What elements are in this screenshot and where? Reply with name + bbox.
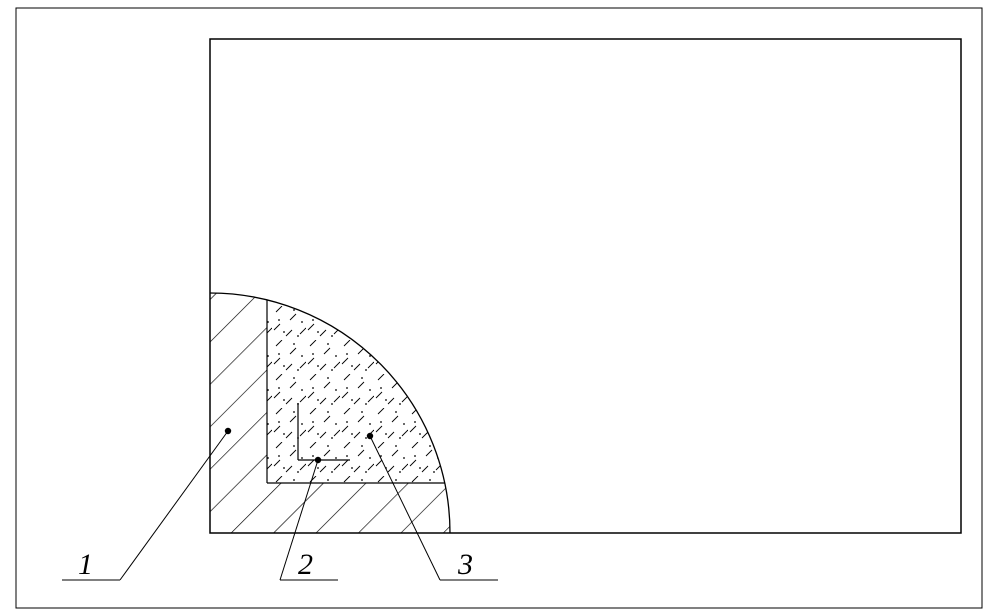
outer-frame <box>16 8 982 608</box>
callout-1: 1 <box>62 428 231 581</box>
callout-label: 2 <box>298 548 313 581</box>
callout-label: 3 <box>457 548 473 581</box>
detail-view <box>210 253 490 533</box>
callout-label: 1 <box>78 548 93 581</box>
stipple-region <box>267 253 490 483</box>
